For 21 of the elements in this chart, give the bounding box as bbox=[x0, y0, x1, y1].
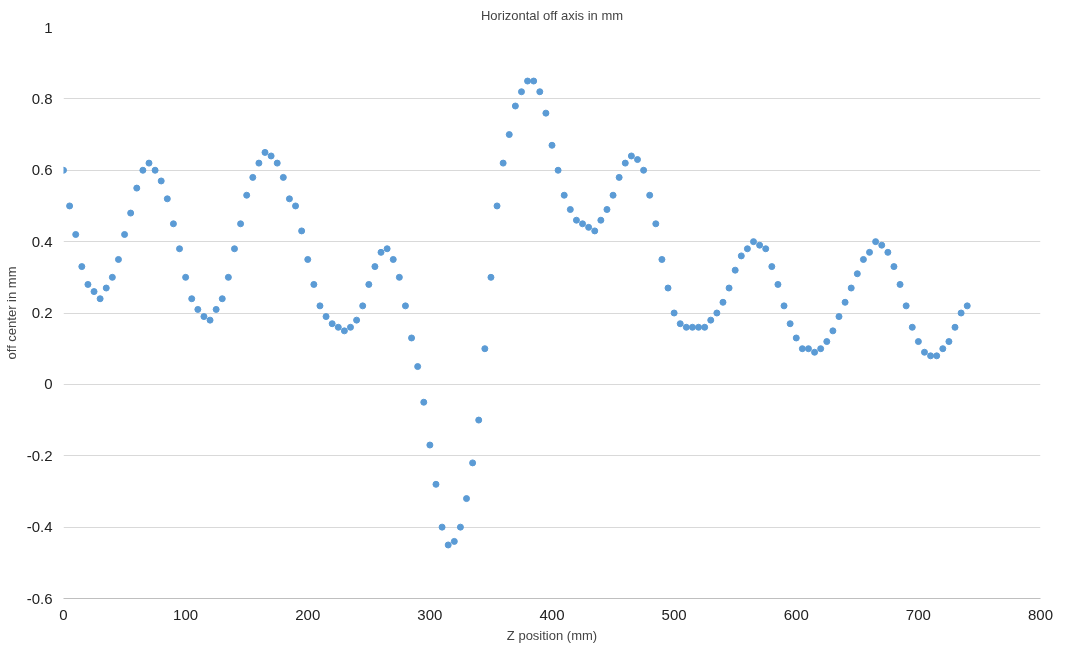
x-tick-label: 200 bbox=[295, 605, 321, 623]
x-tick-label: 0 bbox=[59, 605, 68, 623]
x-tick-label: 300 bbox=[417, 605, 443, 623]
x-tick-label: 600 bbox=[783, 605, 809, 623]
x-tick-label: 700 bbox=[905, 605, 931, 623]
x-tick-label: 800 bbox=[1027, 605, 1054, 623]
x-tick-label: 400 bbox=[539, 605, 565, 623]
chart-title: Horizontal off axis in mm bbox=[480, 7, 624, 23]
y-tick-label: 0.6 bbox=[31, 161, 53, 179]
y-tick-label: 0.8 bbox=[31, 89, 53, 107]
y-tick-label: 1 bbox=[44, 18, 53, 36]
y-tick-label: 0.2 bbox=[31, 304, 53, 321]
x-tick-label: 100 bbox=[173, 605, 199, 623]
y-tick-label: -0.4 bbox=[26, 518, 53, 536]
y-axis-title: off center in mm bbox=[3, 266, 19, 360]
y-tick-label: 0 bbox=[44, 375, 53, 393]
y-tick-label: -0.6 bbox=[26, 589, 53, 607]
x-axis-title: Z position (mm) bbox=[506, 627, 598, 643]
x-tick-label: 500 bbox=[661, 605, 687, 623]
y-tick-label: -0.2 bbox=[26, 446, 53, 464]
y-tick-label: 0.4 bbox=[31, 232, 53, 250]
